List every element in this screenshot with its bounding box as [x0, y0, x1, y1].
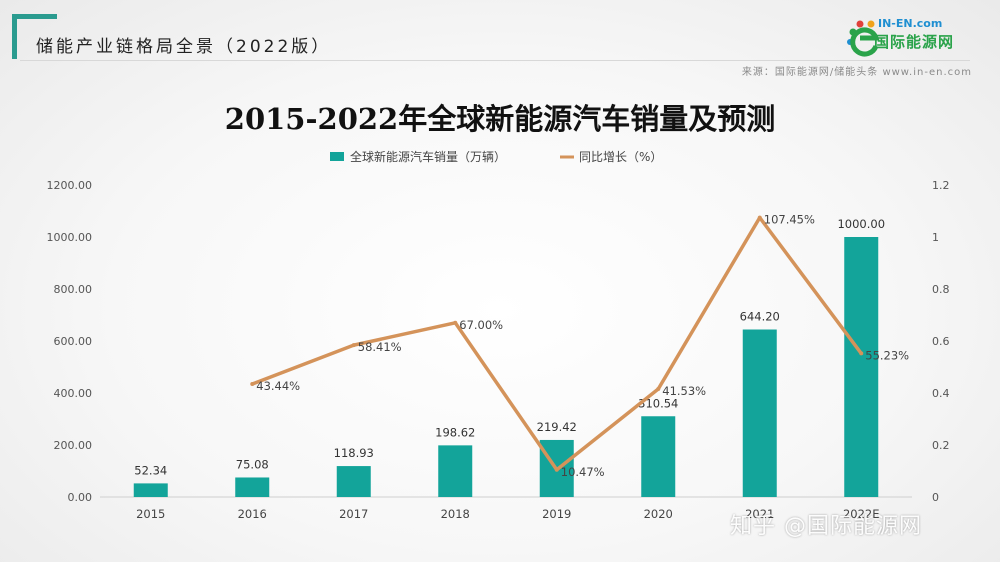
x-tick-label: 2018	[441, 507, 470, 521]
bar-sales	[336, 466, 371, 497]
x-tick-label: 2017	[339, 507, 368, 521]
logo-flower-icon	[847, 20, 880, 57]
y-right-tick-label: 0.8	[932, 283, 950, 296]
growth-point	[351, 343, 356, 348]
bar-sales	[438, 445, 473, 497]
bar-value-label: 310.54	[638, 396, 678, 410]
legend-label-growth: 同比增长（%）	[579, 150, 662, 164]
growth-point	[453, 320, 458, 325]
growth-point	[554, 467, 559, 472]
y-right-tick-label: 0	[932, 491, 939, 504]
legend-label-sales: 全球新能源汽车销量（万辆）	[350, 149, 506, 164]
x-tick-label: 2015	[136, 507, 165, 521]
growth-value-label: 41.53%	[662, 384, 706, 398]
bar-value-label: 198.62	[435, 425, 475, 439]
chart-title: 2015-2022年全球新能源汽车销量及预测	[224, 102, 776, 136]
bar-sales	[641, 416, 676, 497]
y-right-tick-label: 0.4	[932, 387, 950, 400]
logo-domain-text: IN-EN.com	[878, 17, 943, 30]
brand-logo: IN-EN.com 国际能源网	[846, 16, 976, 60]
watermark: 知乎 @国际能源网	[730, 514, 922, 539]
x-tick-label: 2022E	[843, 507, 880, 521]
x-tick-label: 2020	[644, 507, 673, 521]
logo-name-text: 国际能源网	[874, 33, 955, 51]
y-left-tick-label: 0.00	[68, 491, 93, 504]
bar-sales	[133, 483, 168, 497]
growth-point	[656, 387, 661, 392]
page-title: 储能产业链格局全景（2022版）	[36, 37, 332, 57]
bar-value-label: 1000.00	[837, 217, 885, 231]
header-corner-bracket	[12, 14, 57, 59]
y-left-tick-label: 1000.00	[47, 231, 93, 244]
growth-value-label: 58.41%	[358, 340, 402, 354]
bar-value-label: 52.34	[134, 463, 167, 477]
source-note: 来源：国际能源网/储能头条 www.in-en.com	[741, 67, 972, 78]
y-left-tick-label: 1200.00	[47, 179, 93, 192]
legend-swatch-sales	[330, 152, 344, 161]
bar-value-label: 644.20	[740, 310, 780, 324]
y-left-tick-label: 800.00	[54, 283, 93, 296]
growth-value-label: 55.23%	[865, 348, 909, 362]
growth-value-label: 10.47%	[561, 465, 605, 479]
bar-value-label: 75.08	[236, 457, 269, 471]
growth-value-label: 67.00%	[459, 318, 503, 332]
bar-value-label: 219.42	[537, 420, 577, 434]
x-tick-label: 2021	[745, 507, 774, 521]
y-right-tick-label: 0.2	[932, 439, 950, 452]
y-right-tick-label: 1.2	[932, 179, 950, 192]
y-left-tick-label: 200.00	[54, 439, 93, 452]
y-left-tick-label: 400.00	[54, 387, 93, 400]
y-right-tick-label: 0.6	[932, 335, 950, 348]
growth-point	[757, 215, 762, 220]
header-divider	[20, 60, 970, 61]
bar-value-label: 118.93	[334, 446, 374, 460]
bar-sales	[742, 329, 777, 497]
y-right-tick-label: 1	[932, 231, 939, 244]
bar-sales	[844, 237, 879, 497]
y-left-tick-label: 600.00	[54, 335, 93, 348]
x-tick-label: 2019	[542, 507, 571, 521]
bar-sales	[235, 477, 270, 497]
x-tick-label: 2016	[238, 507, 267, 521]
growth-point	[250, 382, 255, 387]
growth-point	[859, 351, 864, 356]
growth-value-label: 43.44%	[256, 379, 300, 393]
growth-value-label: 107.45%	[764, 213, 815, 227]
